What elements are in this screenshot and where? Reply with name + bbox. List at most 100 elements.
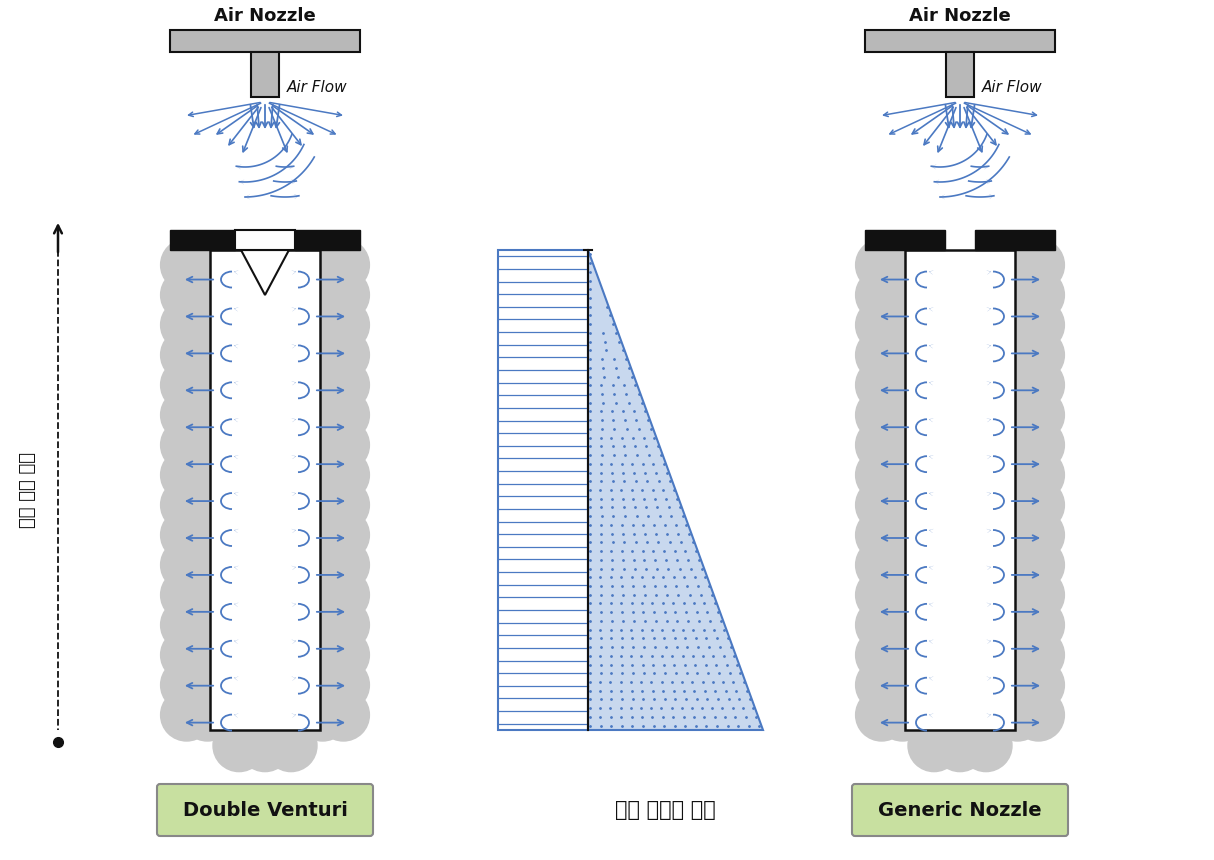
Circle shape (856, 629, 908, 681)
Circle shape (992, 599, 1044, 651)
Circle shape (160, 419, 212, 471)
Circle shape (181, 479, 233, 531)
Circle shape (296, 389, 348, 441)
Circle shape (317, 629, 369, 681)
Circle shape (856, 539, 908, 591)
Circle shape (317, 659, 369, 711)
Circle shape (181, 449, 233, 501)
Circle shape (992, 449, 1044, 501)
Circle shape (992, 269, 1044, 321)
Circle shape (992, 419, 1044, 471)
Circle shape (296, 269, 348, 321)
Circle shape (296, 299, 348, 351)
Circle shape (296, 599, 348, 651)
Circle shape (856, 479, 908, 531)
Circle shape (877, 569, 929, 621)
Circle shape (992, 239, 1044, 291)
Circle shape (160, 299, 212, 351)
Circle shape (181, 659, 233, 711)
Circle shape (296, 329, 348, 381)
Circle shape (992, 659, 1044, 711)
Circle shape (181, 689, 233, 741)
Circle shape (856, 359, 908, 411)
Circle shape (877, 659, 929, 711)
Circle shape (160, 629, 212, 681)
Circle shape (296, 359, 348, 411)
Circle shape (160, 359, 212, 411)
Circle shape (317, 539, 369, 591)
Circle shape (877, 239, 929, 291)
Circle shape (181, 629, 233, 681)
Circle shape (856, 599, 908, 651)
Circle shape (317, 389, 369, 441)
Circle shape (1012, 479, 1065, 531)
Circle shape (877, 269, 929, 321)
Circle shape (181, 389, 233, 441)
Circle shape (877, 689, 929, 741)
Circle shape (992, 479, 1044, 531)
Bar (170, 230, 236, 250)
Circle shape (317, 359, 369, 411)
Circle shape (992, 389, 1044, 441)
Circle shape (296, 569, 348, 621)
Bar (498, 250, 588, 730)
Circle shape (181, 359, 233, 411)
Circle shape (877, 389, 929, 441)
Circle shape (160, 659, 212, 711)
Circle shape (160, 269, 212, 321)
Text: 탈진 진행 방향: 탈진 진행 방향 (19, 452, 36, 528)
Circle shape (317, 449, 369, 501)
Text: Generic Nozzle: Generic Nozzle (878, 801, 1042, 820)
Circle shape (934, 720, 986, 771)
Text: Air Nozzle: Air Nozzle (909, 7, 1011, 25)
Circle shape (160, 479, 212, 531)
Circle shape (160, 689, 212, 741)
Bar (210, 250, 320, 730)
Circle shape (317, 509, 369, 561)
Circle shape (317, 419, 369, 471)
Circle shape (160, 539, 212, 591)
Circle shape (317, 239, 369, 291)
Circle shape (992, 299, 1044, 351)
Circle shape (1012, 329, 1065, 381)
Circle shape (181, 599, 233, 651)
FancyBboxPatch shape (157, 784, 373, 836)
Circle shape (856, 299, 908, 351)
Text: Air Flow: Air Flow (982, 79, 1043, 95)
Circle shape (317, 479, 369, 531)
Circle shape (160, 599, 212, 651)
Circle shape (296, 659, 348, 711)
Bar (975, 230, 1055, 250)
Circle shape (877, 329, 929, 381)
Circle shape (160, 329, 212, 381)
Circle shape (877, 509, 929, 561)
Circle shape (960, 720, 1012, 771)
Circle shape (1012, 269, 1065, 321)
Bar (904, 250, 1015, 730)
Circle shape (1012, 689, 1065, 741)
Circle shape (181, 419, 233, 471)
Bar (170, 30, 361, 52)
Circle shape (160, 509, 212, 561)
Bar (866, 30, 1055, 52)
Circle shape (1012, 599, 1065, 651)
Circle shape (1012, 659, 1065, 711)
Circle shape (181, 329, 233, 381)
Text: Double Venturi: Double Venturi (182, 801, 347, 820)
Circle shape (856, 569, 908, 621)
Bar (236, 230, 295, 250)
Circle shape (160, 389, 212, 441)
Circle shape (877, 629, 929, 681)
Circle shape (992, 689, 1044, 741)
Circle shape (181, 299, 233, 351)
Bar (295, 230, 361, 250)
Circle shape (877, 449, 929, 501)
Circle shape (1012, 569, 1065, 621)
Bar (251, 52, 279, 97)
Circle shape (296, 419, 348, 471)
Circle shape (992, 629, 1044, 681)
Bar (946, 52, 974, 97)
Circle shape (239, 720, 291, 771)
Circle shape (877, 419, 929, 471)
Circle shape (317, 599, 369, 651)
